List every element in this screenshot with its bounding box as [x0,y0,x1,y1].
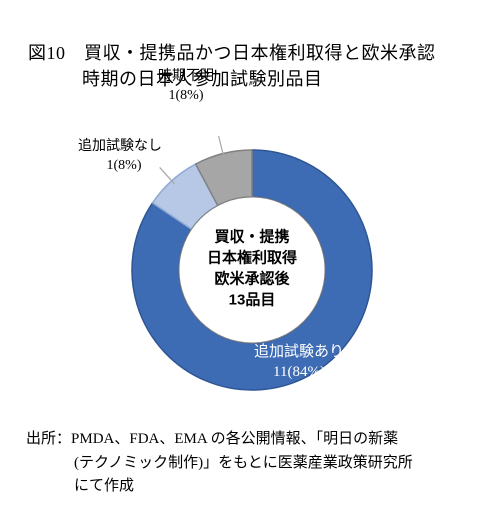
slice-label-additional-line1: 追加試験あり [254,343,344,360]
source-line2: (テクノミック制作)」をもとに医薬産業政策研究所 [26,452,478,475]
source-line1: PMDA、FDA、EMA の各公開情報、「明日の新薬 [71,431,398,447]
figure-title-line2: 時期の日本人参加試験別品目 [28,66,472,92]
figure-title-line1: 図10 買収・提携品かつ日本権利取得と欧米承認 [28,43,436,63]
slice-label-no-additional: 追加試験なし 1(8%) [78,138,162,176]
source-prefix: 出所： [26,431,71,447]
donut-center-line: 13品目 [229,292,276,309]
figure-page: 図10 買収・提携品かつ日本権利取得と欧米承認 時期の日本人参加試験別品目 追加… [0,0,500,512]
slice-label-unknown: 時期不明 1(8%) [158,68,214,106]
slice-label-additional-line2: 11(84%) [273,364,325,380]
donut-center-line: 欧米承認後 [214,270,290,288]
slice-label-unknown-line2: 1(8%) [169,88,204,103]
source-line3: にて作成 [26,475,478,498]
slice-label-unknown-line1: 時期不明 [158,69,214,84]
slice-label-no-additional-line1: 追加試験なし [78,139,162,154]
source-note: 出所：PMDA、FDA、EMA の各公開情報、「明日の新薬 (テクノミック制作)… [26,428,478,498]
donut-chart: 追加試験あり11(84%)買収・提携日本権利取得欧米承認後13品目 時期不明 1… [102,100,402,400]
slice-label-no-additional-line2: 1(8%) [99,158,142,173]
donut-center-line: 買収・提携 [214,228,289,246]
donut-center-line: 日本権利取得 [207,249,297,267]
